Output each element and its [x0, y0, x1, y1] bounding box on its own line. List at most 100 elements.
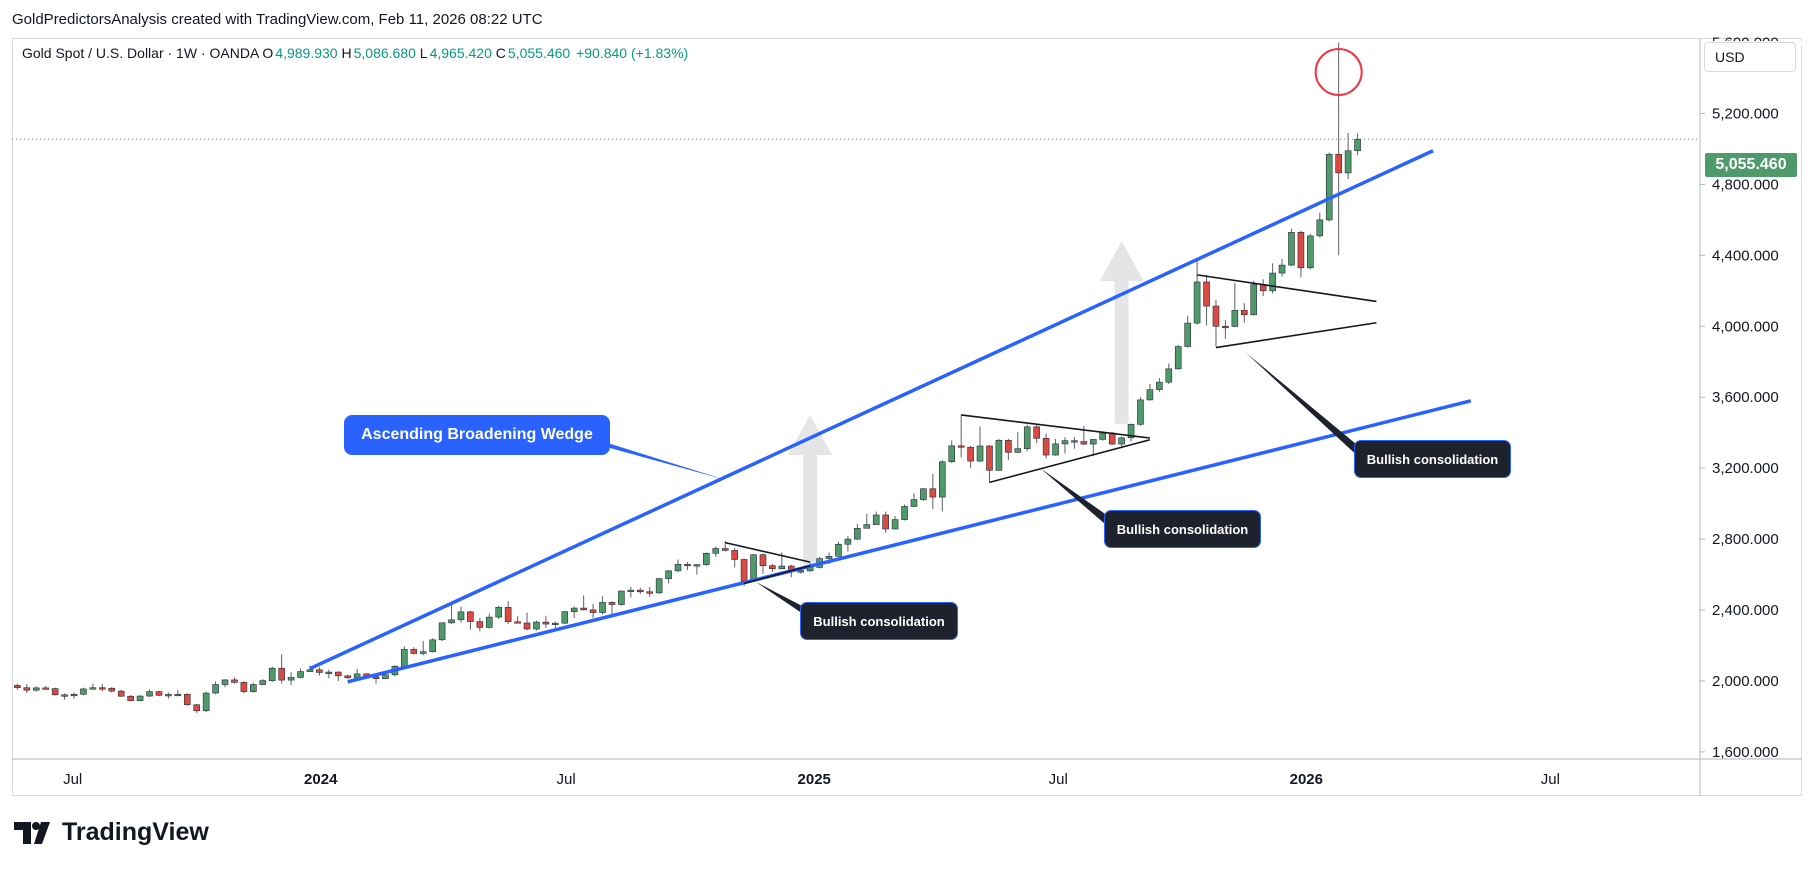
candle-body: [70, 693, 78, 697]
candle-body: [1344, 150, 1352, 174]
candle-body: [165, 694, 172, 697]
projection-arrow: [788, 414, 833, 566]
candle-body: [1099, 432, 1107, 440]
candle-body: [703, 552, 710, 565]
candle-body: [287, 677, 295, 681]
y-tick-label: 1,600.000: [1712, 744, 1779, 761]
wedge-upper-line: [309, 149, 1434, 671]
candle-body: [995, 440, 1003, 471]
y-tick-label: 2,000.000: [1712, 673, 1779, 690]
candle-body: [693, 564, 701, 567]
candle-body: [1052, 443, 1059, 456]
candle-body: [467, 611, 474, 622]
close-label: C: [495, 45, 506, 61]
candle-body: [410, 649, 418, 654]
x-tick-label: 2026: [1290, 771, 1323, 788]
candle-body: [1033, 426, 1040, 439]
candle-body: [1014, 448, 1022, 453]
candle-body: [1278, 264, 1286, 274]
candle-body: [759, 554, 767, 566]
candle-body: [419, 651, 427, 654]
candle-body: [901, 506, 908, 520]
candle-body: [599, 602, 606, 613]
candle-body: [1165, 368, 1173, 383]
candle-body: [646, 591, 654, 594]
y-tick-label: 5,200.000: [1712, 105, 1779, 122]
high-label: H: [341, 45, 352, 61]
candle-body: [721, 548, 729, 551]
note-2-pointer: [1040, 468, 1112, 530]
currency-button[interactable]: USD: [1704, 42, 1796, 72]
candle-body: [429, 639, 436, 653]
candle-body: [316, 669, 323, 673]
candle-body: [825, 556, 833, 559]
candle-body: [80, 688, 87, 695]
candle-body: [1335, 153, 1342, 174]
candle-body: [1071, 440, 1078, 443]
low-label: L: [419, 45, 428, 61]
note-3-pointer: [1245, 352, 1362, 460]
candle-body: [674, 563, 682, 572]
candle-body: [523, 622, 531, 630]
candle-body: [1108, 432, 1116, 445]
candle-body: [1005, 440, 1012, 453]
candle-body: [891, 519, 899, 530]
y-tick-label: 2,800.000: [1712, 531, 1779, 548]
change-value: +90.840 (+1.83%): [576, 45, 689, 61]
candle-body: [872, 514, 880, 525]
x-tick-label: 2024: [304, 771, 338, 788]
candle-body: [240, 682, 248, 692]
candle-body: [504, 607, 512, 623]
candle-body: [117, 690, 125, 697]
candle-body: [1080, 441, 1088, 445]
candle-body: [1316, 219, 1324, 237]
candle-body: [769, 565, 776, 570]
candle-body: [1325, 153, 1333, 221]
candle-body: [268, 667, 276, 681]
candle-body: [306, 669, 314, 672]
candle-body: [448, 619, 455, 624]
candle-body: [23, 687, 31, 691]
candle-body: [108, 687, 116, 692]
candle-body: [382, 674, 389, 679]
note-1-pointer: [756, 582, 812, 620]
tradingview-logo[interactable]: TradingView: [14, 818, 209, 847]
triangle-3-top: [1196, 274, 1377, 303]
drawing-overlays: [12, 138, 1700, 566]
candle-body: [778, 565, 786, 570]
close-value: 5,055.460: [507, 45, 571, 61]
high-value: 5,086.680: [353, 45, 416, 61]
candle-body: [42, 687, 50, 690]
candle-body: [485, 616, 493, 628]
candle-body: [957, 445, 965, 448]
candle-body: [750, 554, 757, 582]
triangle-2-top: [961, 414, 1151, 439]
candle-body: [495, 607, 503, 618]
candle-body: [731, 550, 738, 560]
candle-body: [863, 524, 871, 529]
chart-frame[interactable]: [12, 38, 1802, 796]
candle-body: [844, 538, 852, 545]
candle-body: [99, 687, 106, 690]
consolidation-note-1[interactable]: Bullish consolidation: [800, 602, 958, 640]
candle-body: [174, 693, 182, 697]
symbol-legend[interactable]: Gold Spot / U.S. Dollar · 1W · OANDA O 4,…: [22, 45, 688, 61]
candle-body: [1146, 389, 1154, 401]
price-axis: 1,600.000 2,000.000 2,400.000 2,800.000 3,20…: [1699, 35, 1802, 796]
open-value: 4,989.930: [275, 45, 338, 61]
candle-body: [183, 693, 191, 706]
candle-body: [948, 445, 956, 463]
consolidation-note-2[interactable]: Bullish consolidation: [1104, 510, 1261, 548]
candle-body: [334, 671, 342, 677]
wedge-label[interactable]: Ascending Broadening Wedge: [344, 415, 610, 455]
candle-body: [325, 671, 333, 674]
consolidation-note-3[interactable]: Bullish consolidation: [1354, 440, 1511, 478]
triangle-1-bottom: [743, 564, 811, 585]
candle-body: [627, 589, 635, 592]
candle-body: [712, 548, 720, 554]
candle-body: [967, 446, 974, 462]
candle-body: [1089, 439, 1097, 445]
candle-body: [570, 607, 578, 612]
candle-body: [259, 680, 267, 685]
